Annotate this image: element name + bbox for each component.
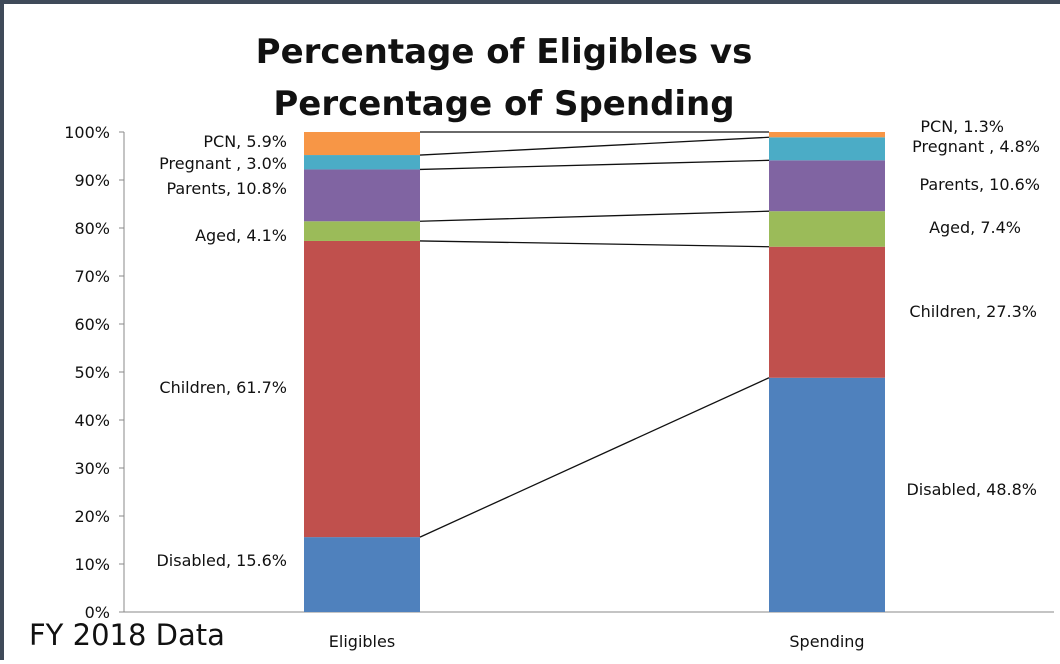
stacked-bar-chart: 0% 10% 20% 30% 40% 50% 60% 70% 80% 90% 100% Eligibl… [64, 117, 1054, 651]
bar-segment [304, 537, 420, 612]
data-label: Disabled, 15.6% [156, 551, 287, 570]
y-tick-label: 60% [74, 315, 110, 334]
y-tick-label: 0% [85, 603, 110, 622]
data-label: Aged, 4.1% [195, 226, 287, 245]
data-label: Pregnant , 3.0% [159, 154, 287, 173]
connector-line [419, 136, 770, 156]
y-tick-label: 90% [74, 171, 110, 190]
data-label: Aged, 7.4% [929, 218, 1021, 237]
data-label: PCN, 1.3% [920, 117, 1004, 136]
y-tick-label: 70% [74, 267, 110, 286]
y-tick-label: 30% [74, 459, 110, 478]
y-tick-label: 40% [74, 411, 110, 430]
chart-title: Percentage of Eligibles vs Percentage of… [244, 26, 764, 130]
y-tick-label: 50% [74, 363, 110, 382]
bar-segment [304, 240, 420, 538]
data-label: Disabled, 48.8% [906, 480, 1037, 499]
bar-segment [769, 160, 885, 212]
bar-segment [304, 155, 420, 170]
bar-segment [769, 132, 885, 138]
bar-segment [769, 377, 885, 612]
bar-segment [304, 221, 420, 241]
bar-segment [769, 211, 885, 247]
y-tick-label: 10% [74, 555, 110, 574]
chart-title-line-2: Percentage of Spending [273, 84, 735, 124]
x-category-label: Eligibles [329, 632, 395, 651]
y-tick-label: 100% [64, 123, 110, 142]
connector-line [419, 210, 770, 222]
data-label: Parents, 10.6% [919, 175, 1040, 194]
bar-segment [769, 246, 885, 378]
data-label: Children, 61.7% [159, 378, 287, 397]
data-label: PCN, 5.9% [203, 132, 287, 151]
footnote: FY 2018 Data [29, 618, 225, 652]
connector-line [419, 240, 770, 248]
data-label: Pregnant , 4.8% [912, 137, 1040, 156]
bar-segment [304, 169, 420, 222]
connector-line [419, 377, 770, 538]
y-tick-label: 80% [74, 219, 110, 238]
connector-line [419, 159, 770, 171]
bar-segment [304, 132, 420, 156]
data-label: Children, 27.3% [909, 302, 1037, 321]
bar-segment [769, 137, 885, 161]
data-label: Parents, 10.8% [166, 179, 287, 198]
y-tick-label: 20% [74, 507, 110, 526]
chart-title-line-1: Percentage of Eligibles vs [255, 32, 753, 72]
x-category-label: Spending [789, 632, 864, 651]
